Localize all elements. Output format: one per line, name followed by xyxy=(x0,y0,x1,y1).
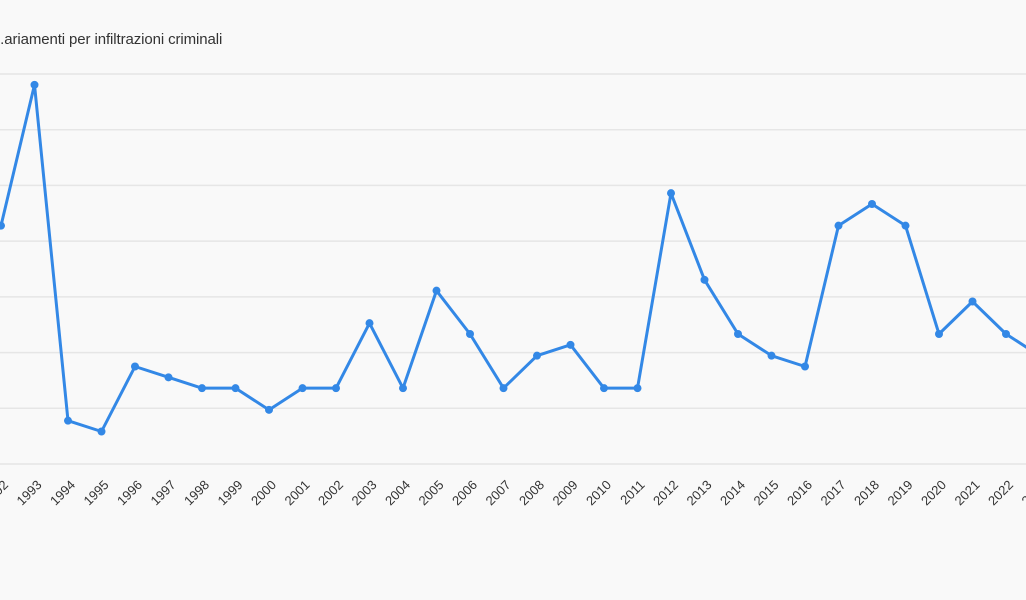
data-point-2012[interactable] xyxy=(667,189,675,198)
x-tick-label: 2021 xyxy=(952,477,983,508)
x-tick-label: 2019 xyxy=(885,477,916,508)
x-tick-label: 2022 xyxy=(985,477,1016,508)
x-tick-label: 2002 xyxy=(315,477,346,508)
data-point-1997[interactable] xyxy=(164,373,173,382)
data-point-2005[interactable] xyxy=(432,286,441,295)
data-point-1999[interactable] xyxy=(231,384,240,393)
data-point-2014[interactable] xyxy=(734,330,742,338)
data-point-2019[interactable] xyxy=(901,221,910,230)
x-tick-label: 2007 xyxy=(483,477,514,508)
x-tick-label: 1993 xyxy=(14,477,45,508)
x-tick-label: 1997 xyxy=(148,477,179,508)
data-point-2009[interactable] xyxy=(566,340,575,349)
x-tick-label: 1999 xyxy=(215,477,246,508)
data-point-2011[interactable] xyxy=(633,384,642,393)
data-point-2008[interactable] xyxy=(533,351,541,360)
x-tick-label: 2016 xyxy=(784,477,815,508)
series-line xyxy=(0,83,1026,433)
x-tick-label: 2012 xyxy=(650,477,681,508)
x-tick-label: 2005 xyxy=(416,477,447,508)
x-tick-label: 1998 xyxy=(181,477,212,508)
x-tick-label: 2009 xyxy=(550,477,581,508)
data-point-1992[interactable] xyxy=(0,221,5,230)
chart-title: ...ariamenti per infiltrazioni criminali xyxy=(0,31,223,48)
data-point-2010[interactable] xyxy=(600,384,608,393)
x-tick-label: 2013 xyxy=(684,477,715,508)
x-tick-label: 2015 xyxy=(751,477,782,508)
x-tick-label: 2014 xyxy=(717,477,748,508)
data-point-2015[interactable] xyxy=(767,351,776,360)
data-point-2003[interactable] xyxy=(365,319,374,328)
x-tick-label: 2018 xyxy=(851,477,882,508)
x-tick-label: 2010 xyxy=(583,477,614,508)
data-point-2020[interactable] xyxy=(935,330,943,338)
data-point-2000[interactable] xyxy=(265,405,273,414)
x-tick-label: 2006 xyxy=(449,477,480,508)
x-tick-label: 2008 xyxy=(516,477,547,508)
data-point-1998[interactable] xyxy=(198,384,206,393)
data-point-2021[interactable] xyxy=(968,297,977,306)
data-point-2016[interactable] xyxy=(801,362,809,371)
x-tick-label: 2020 xyxy=(918,477,949,508)
x-tick-label: 1996 xyxy=(114,477,145,508)
x-tick-label: 1995 xyxy=(81,477,112,508)
data-point-1994[interactable] xyxy=(64,416,72,425)
data-point-2007[interactable] xyxy=(499,384,508,393)
data-point-2017[interactable] xyxy=(834,221,843,230)
data-point-1996[interactable] xyxy=(131,362,139,371)
data-point-2022[interactable] xyxy=(1002,330,1010,338)
x-tick-label: 2001 xyxy=(282,477,313,508)
x-tick-label: 1994 xyxy=(47,477,78,508)
x-tick-label: 2017 xyxy=(818,477,849,508)
data-point-2006[interactable] xyxy=(466,330,474,338)
x-tick-label: 2023 xyxy=(1019,477,1026,508)
x-tick-label: 2011 xyxy=(617,477,647,507)
data-point-1995[interactable] xyxy=(97,427,106,436)
data-point-2002[interactable] xyxy=(332,384,340,393)
data-point-1993[interactable] xyxy=(30,80,39,89)
data-point-2013[interactable] xyxy=(700,275,709,284)
data-point-2001[interactable] xyxy=(298,384,307,393)
x-tick-label: 2003 xyxy=(349,477,380,508)
x-tick-label: 1992 xyxy=(0,477,11,508)
x-tick-label: 2000 xyxy=(248,477,279,508)
data-point-2004[interactable] xyxy=(399,384,407,393)
data-point-2018[interactable] xyxy=(868,200,876,208)
x-tick-label: 2004 xyxy=(382,477,413,508)
